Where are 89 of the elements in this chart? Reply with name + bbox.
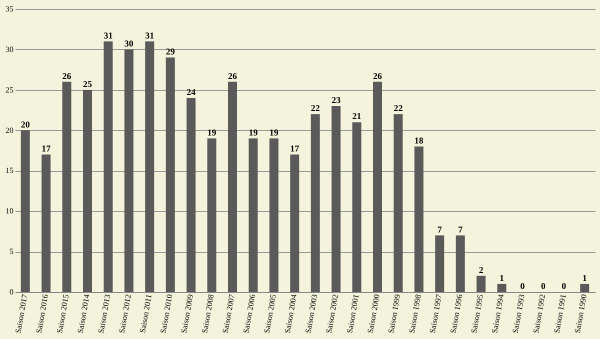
bar	[332, 106, 341, 292]
bar	[42, 154, 51, 292]
x-tick-label: Saison 2009	[179, 294, 196, 334]
bar	[476, 276, 486, 292]
y-tick-label: 10	[6, 206, 14, 216]
data-label: 31	[145, 30, 155, 40]
data-label: 24	[186, 86, 196, 97]
bar	[310, 114, 320, 292]
y-tick-label: 5	[10, 247, 14, 256]
y-tick-label: 15	[6, 166, 14, 176]
x-tick-label: Saison 2012	[117, 294, 133, 334]
data-label: 30	[124, 38, 134, 48]
bar	[435, 235, 444, 292]
x-tick-label: Saison 1994	[490, 294, 506, 334]
x-tick-label: Saison 1997	[428, 294, 444, 334]
x-tick-label: Saison 2015	[55, 294, 71, 334]
data-label: 26	[373, 70, 382, 81]
data-label: 7	[437, 224, 442, 234]
bar	[83, 90, 92, 292]
data-label: 7	[458, 224, 464, 234]
x-tick-label: Saison 1993	[510, 294, 526, 334]
x-tick-label: Saison 2005	[262, 294, 278, 334]
x-tick-label: Saison 2016	[34, 294, 50, 334]
data-label: 25	[83, 78, 92, 89]
y-tick-label: 30	[6, 44, 14, 54]
bar	[145, 41, 154, 292]
data-label: 18	[414, 135, 424, 146]
data-label: 19	[269, 127, 279, 138]
bar	[104, 41, 113, 292]
bar	[290, 154, 300, 292]
data-label: 2	[478, 264, 484, 275]
bar	[207, 138, 216, 292]
x-tick-label: Saison 2002	[324, 294, 340, 334]
x-tick-label: Saison 1995	[469, 294, 486, 334]
data-label: 31	[104, 30, 114, 40]
bar	[124, 49, 134, 292]
bar	[456, 235, 465, 292]
x-tick-label: Saison 2011	[138, 294, 154, 334]
x-tick-label: Saison 2014	[76, 294, 92, 334]
x-tick-label: Saison 1990	[572, 294, 589, 334]
bar	[394, 114, 403, 292]
bar	[580, 284, 590, 292]
x-tick-label: Saison 2007	[220, 294, 236, 334]
data-label: 17	[290, 144, 300, 154]
data-label: 1	[500, 272, 505, 283]
y-tick-label: 0	[10, 288, 14, 296]
data-label: 29	[166, 46, 176, 57]
bar	[497, 284, 506, 292]
bar	[20, 130, 30, 292]
x-tick-label: Saison 2006	[241, 294, 258, 334]
data-label: 19	[248, 127, 258, 138]
x-tick-label: Saison 2003	[304, 294, 320, 334]
data-label: 0	[562, 281, 567, 291]
bar	[373, 82, 382, 292]
x-tick-label: Saison 2001	[345, 294, 361, 334]
data-label: 1	[582, 272, 588, 283]
x-tick-label: Saison 1999	[386, 294, 402, 334]
bar	[414, 146, 424, 292]
data-label: 22	[394, 103, 404, 114]
x-tick-label: Saison 2000	[366, 294, 382, 334]
data-label: 26	[228, 70, 238, 81]
bar	[248, 138, 258, 292]
data-label: 19	[207, 127, 217, 138]
x-tick-label: Saison 2010	[158, 294, 174, 334]
data-label: 22	[310, 103, 320, 114]
data-label: 26	[62, 70, 72, 81]
data-label: 20	[20, 119, 30, 130]
bar	[269, 138, 278, 292]
x-tick-label: Saison 1992	[531, 294, 548, 334]
bar	[166, 58, 175, 292]
x-tick-label: Saison 2013	[96, 294, 112, 334]
bar	[62, 82, 72, 292]
bar	[228, 82, 237, 292]
x-tick-label: Saison 1996	[448, 294, 464, 334]
data-label: 21	[352, 111, 362, 122]
data-label: 17	[42, 144, 52, 154]
data-label: 0	[540, 281, 546, 291]
bar	[186, 98, 196, 292]
data-label: 23	[332, 95, 342, 106]
y-tick-label: 20	[6, 126, 14, 135]
bar	[352, 122, 362, 292]
data-label: 0	[520, 281, 526, 291]
x-tick-label: Saison 2017	[14, 294, 30, 334]
y-tick-label: 35	[6, 4, 14, 14]
x-tick-label: Saison 2004	[282, 294, 299, 334]
x-tick-label: Saison 1998	[407, 294, 423, 334]
x-tick-label: Saison 1991	[552, 294, 568, 334]
x-tick-label: Saison 2008	[200, 294, 216, 334]
y-tick-label: 25	[6, 85, 14, 94]
